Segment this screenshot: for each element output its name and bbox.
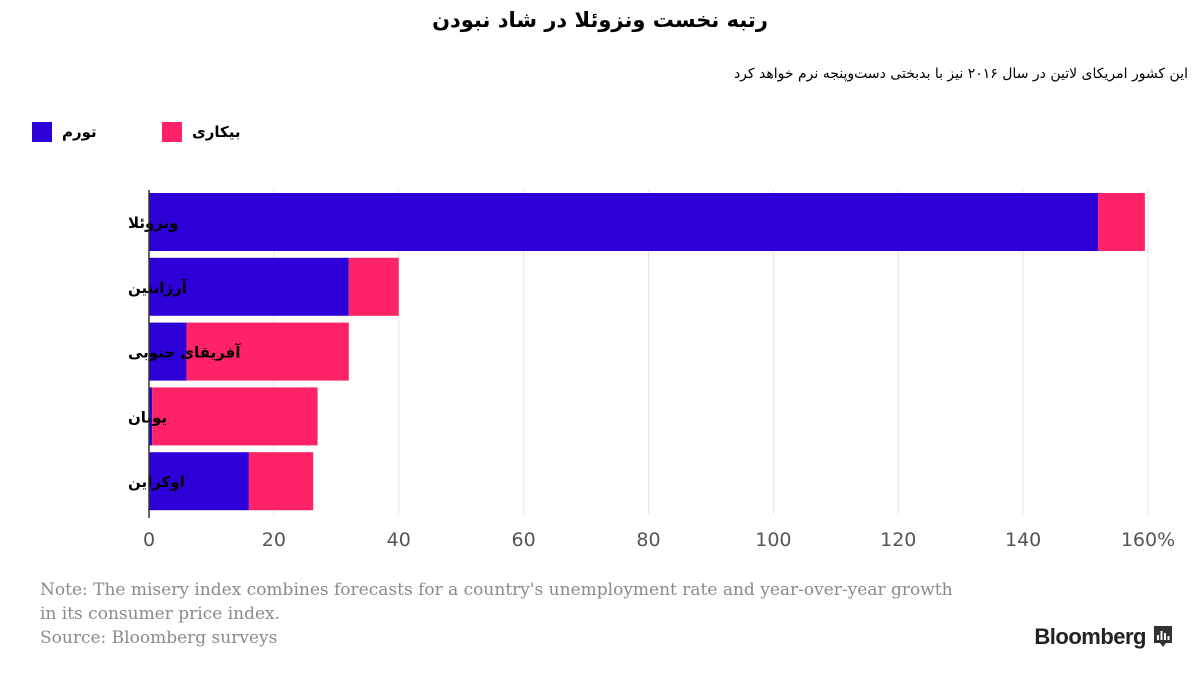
bar-inflation bbox=[149, 193, 1099, 251]
category-label: آرژانتین bbox=[128, 279, 188, 297]
logo-text: Bloomberg bbox=[1034, 624, 1146, 649]
bar-unemployment bbox=[248, 452, 314, 511]
x-tick-label: 60 bbox=[512, 529, 536, 551]
x-tick-label: 160% bbox=[1121, 529, 1175, 551]
note-line-1: Note: The misery index combines forecast… bbox=[40, 580, 953, 600]
chart-title: رتبه نخست ونزوئلا در شاد نبودن bbox=[432, 8, 768, 32]
legend-label-inflation: تورم bbox=[62, 123, 97, 141]
legend-item-unemployment: بیکاری bbox=[162, 122, 241, 142]
x-tick-label: 80 bbox=[636, 529, 660, 551]
x-tick-label: 20 bbox=[262, 529, 286, 551]
bar-inflation bbox=[149, 257, 349, 316]
chart-note: Note: The misery index combines forecast… bbox=[40, 578, 1000, 650]
x-tick-label: 40 bbox=[387, 529, 411, 551]
bar-inflation bbox=[149, 322, 187, 381]
bar-unemployment bbox=[348, 257, 399, 316]
note-line-2: in its consumer price index. bbox=[40, 604, 281, 624]
x-tick-label: 140 bbox=[1005, 529, 1041, 551]
bar-inflation bbox=[149, 387, 153, 446]
bar-unemployment bbox=[1098, 193, 1145, 251]
legend-label-unemployment: بیکاری bbox=[192, 123, 241, 141]
legend-swatch-inflation bbox=[32, 122, 52, 142]
x-tick-label: 0 bbox=[143, 529, 155, 551]
bloomberg-mark-icon bbox=[1154, 626, 1172, 647]
chart-subtitle: این کشور امریکای لاتین در سال ۲۰۱۶ نیز ب… bbox=[733, 66, 1188, 82]
category-label: آفریقای جنوبی bbox=[128, 344, 241, 362]
legend-item-inflation: تورم bbox=[32, 122, 97, 142]
category-label: ونزوئلا bbox=[128, 214, 179, 232]
bar-unemployment bbox=[186, 322, 349, 381]
bar-unemployment bbox=[152, 387, 318, 446]
bar-inflation bbox=[149, 452, 249, 511]
source-line: Source: Bloomberg surveys bbox=[40, 628, 278, 648]
x-tick-label: 100 bbox=[755, 529, 791, 551]
legend-swatch-unemployment bbox=[162, 122, 182, 142]
category-label: یونان bbox=[128, 408, 167, 426]
x-tick-label: 120 bbox=[880, 529, 916, 551]
category-label: اوکراین bbox=[128, 473, 185, 491]
bloomberg-logo: Bloomberg bbox=[1034, 624, 1172, 650]
